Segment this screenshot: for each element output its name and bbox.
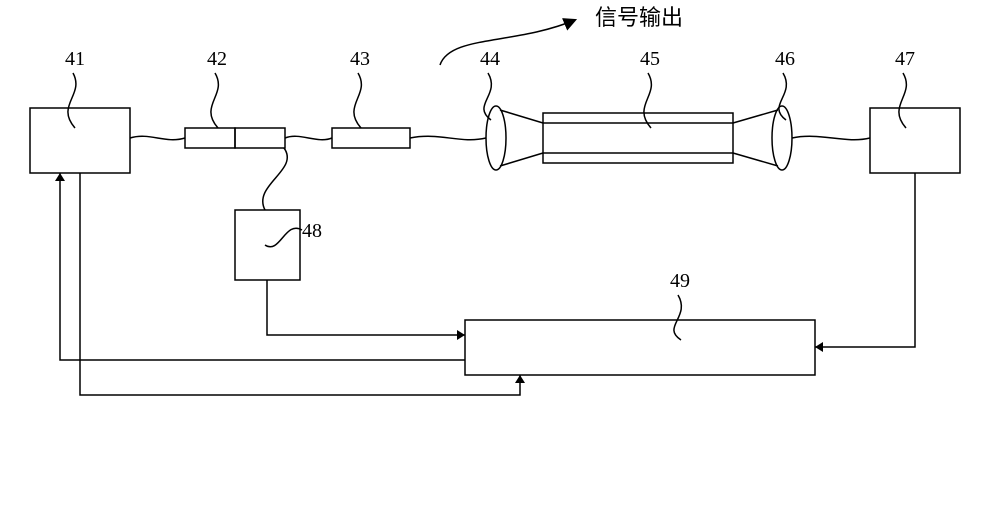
label-n46: 46 xyxy=(775,48,795,70)
node-n47 xyxy=(870,108,960,173)
connector-lens44_tube_top xyxy=(500,110,543,123)
output-label: 信号输出 xyxy=(595,5,683,30)
connector-c41_42 xyxy=(130,136,185,139)
label-n42: 42 xyxy=(207,48,227,70)
node-n42a xyxy=(185,128,235,148)
label-n44: 44 xyxy=(480,48,500,70)
leader-n41 xyxy=(68,73,76,128)
connector-lens46_tube_top xyxy=(733,110,778,123)
label-n41: 41 xyxy=(65,48,85,70)
arrowhead xyxy=(55,173,65,181)
node-n42b xyxy=(235,128,285,148)
connector-c46_47 xyxy=(792,136,870,139)
connector-lens46_tube_bot xyxy=(733,153,778,166)
node-n48 xyxy=(235,210,300,280)
label-n43: 43 xyxy=(350,48,370,70)
label-n49: 49 xyxy=(670,270,690,292)
output-arrow xyxy=(440,20,575,65)
connector-lens44_tube_bot xyxy=(500,153,543,166)
arrowhead xyxy=(515,375,525,383)
leader-n49 xyxy=(674,295,681,340)
leader-n46 xyxy=(779,73,786,120)
edge-e41_49_inner xyxy=(80,173,520,395)
connector-c42_43 xyxy=(285,136,332,139)
leader-n48 xyxy=(265,228,302,247)
edge-e48_49 xyxy=(267,280,465,335)
connector-c42_48 xyxy=(263,148,288,210)
edge-e47_49 xyxy=(815,173,915,347)
leader-n45 xyxy=(644,73,651,128)
arrowhead xyxy=(815,342,823,352)
leader-n42 xyxy=(211,73,218,128)
leader-n43 xyxy=(354,73,361,128)
label-n47: 47 xyxy=(895,48,915,70)
node-n43 xyxy=(332,128,410,148)
label-n45: 45 xyxy=(640,48,660,70)
node-n41 xyxy=(30,108,130,173)
leader-n47 xyxy=(899,73,906,128)
node-n49 xyxy=(465,320,815,375)
connector-c43_44 xyxy=(410,136,486,139)
arrowhead xyxy=(457,330,465,340)
label-n48: 48 xyxy=(302,220,322,242)
node-n45 xyxy=(543,113,733,163)
node-n44 xyxy=(486,106,506,170)
diagram-canvas: 41 42 43 44 45 46 47 48 49 信号输出 xyxy=(0,0,1000,507)
